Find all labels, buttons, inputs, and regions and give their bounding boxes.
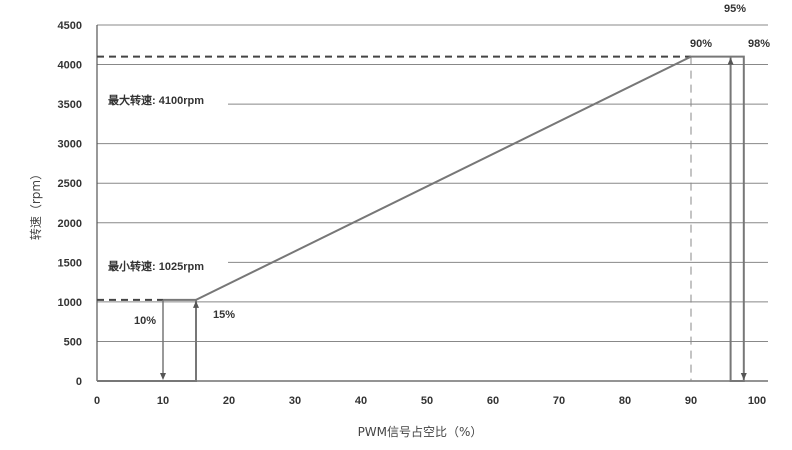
x-tick-label-10: 10: [157, 395, 169, 407]
annotation-95pct: 95%: [724, 3, 746, 15]
x-tick-label-30: 30: [289, 395, 301, 407]
arrow-down-98pct: [740, 373, 747, 380]
y-tick-label-4500: 4500: [58, 20, 82, 32]
y-tick-label-3500: 3500: [58, 99, 82, 111]
arrow-up-96pct: [727, 57, 734, 65]
x-tick-label-90: 90: [685, 395, 697, 407]
annotation-98pct: 98%: [748, 38, 770, 50]
y-tick-label-500: 500: [64, 336, 82, 348]
x-tick-label-60: 60: [487, 395, 499, 407]
y-tick-label-1000: 1000: [58, 297, 82, 309]
y-tick-label-4000: 4000: [58, 60, 82, 72]
reference-lines: [97, 55, 692, 381]
y-tick-label-2500: 2500: [58, 178, 82, 190]
y-axis-title: 转速（rpm）: [28, 168, 43, 240]
y-tick-labels: 0 500 1000 1500 2000 2500 3000 3500 4000 4500: [58, 20, 82, 388]
y-tick-label-1500: 1500: [58, 257, 82, 269]
grid: [96, 24, 768, 382]
x-tick-labels: 0 10 20 30 40 50 60 70 80 90 100: [94, 395, 766, 407]
annotation-min-speed: 最小转速: 1025rpm: [108, 259, 204, 273]
x-tick-label-20: 20: [223, 395, 235, 407]
annotation-90pct: 90%: [690, 38, 712, 50]
series: [97, 55, 747, 382]
arrow-up-15pct: [193, 300, 199, 308]
x-tick-label-40: 40: [355, 395, 367, 407]
y-tick-label-0: 0: [76, 376, 82, 388]
y-tick-label-2000: 2000: [58, 218, 82, 230]
x-tick-label-70: 70: [553, 395, 565, 407]
x-tick-label-50: 50: [421, 395, 433, 407]
x-tick-label-0: 0: [94, 395, 100, 407]
annotation-10pct: 10%: [134, 315, 156, 327]
x-axis-title: PWM信号占空比（%）: [358, 424, 483, 439]
speed-curve: [97, 55, 745, 382]
x-tick-label-80: 80: [619, 395, 631, 407]
annotation-max-speed: 最大转速: 4100rpm: [108, 93, 204, 107]
y-tick-label-3000: 3000: [58, 139, 82, 151]
x-tick-label-100: 100: [748, 395, 766, 407]
arrow-down-10pct: [160, 373, 166, 380]
annotation-15pct: 15%: [213, 309, 235, 321]
